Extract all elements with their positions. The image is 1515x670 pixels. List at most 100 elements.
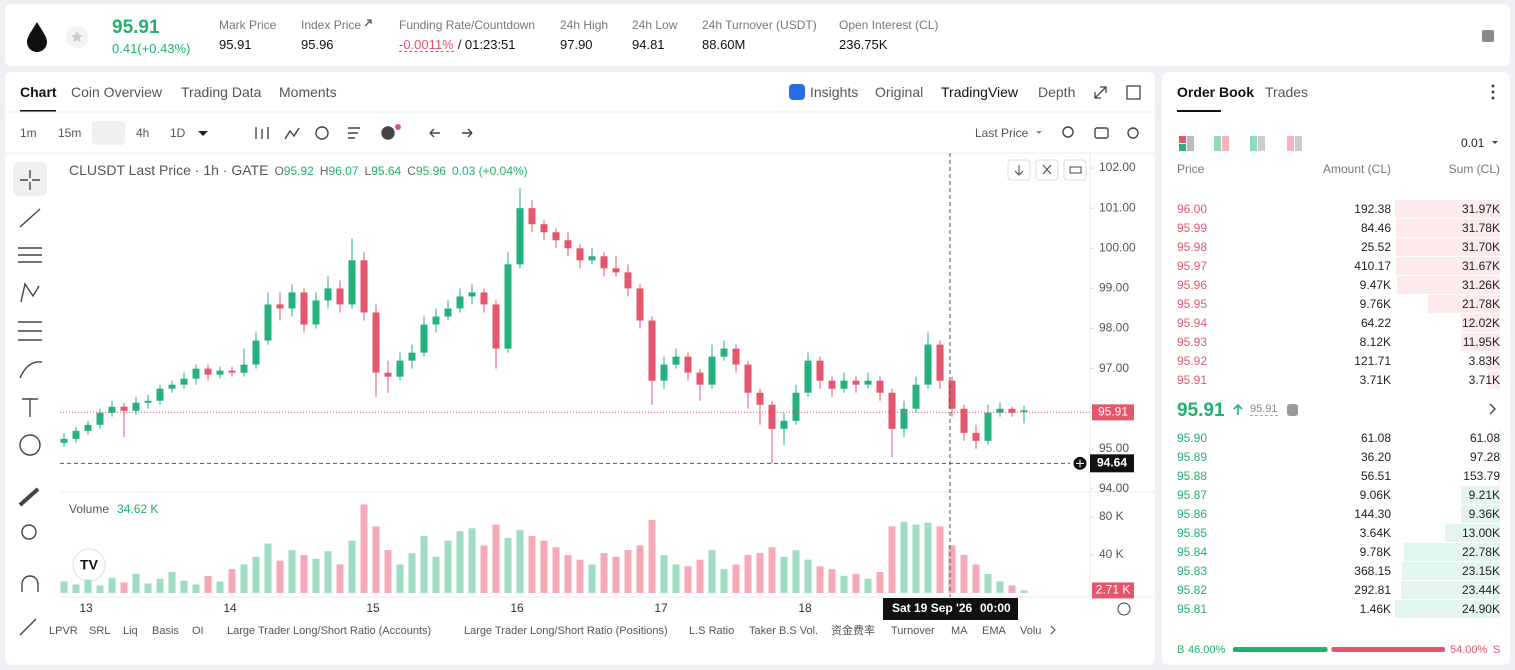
book-price[interactable]: 95.95	[1177, 297, 1208, 311]
book-sum: 22.78K	[1461, 545, 1500, 559]
book-sum: 31.26K	[1461, 278, 1500, 292]
stat-label: 24h Low	[632, 18, 678, 32]
view-tab[interactable]: Original	[875, 84, 924, 100]
indicator[interactable]: Basis	[152, 625, 179, 637]
stat-value-row: -0.0011%/ 01:23:51	[399, 38, 516, 52]
book-amount: 3.71K	[1359, 373, 1391, 387]
book-amount: 9.06K	[1359, 488, 1391, 502]
sell-letter: S	[1493, 644, 1501, 656]
stat-value: 94.81	[632, 37, 665, 52]
stat-value-row: 88.60M	[702, 38, 745, 51]
chart-tab[interactable]: Trading Data	[181, 84, 262, 100]
interval[interactable]: 1D	[170, 126, 186, 140]
book-amount: 368.15	[1354, 564, 1391, 578]
book-price[interactable]: 95.81	[1177, 602, 1208, 616]
interval[interactable]: 1h	[102, 126, 117, 140]
indicator[interactable]: Turnover	[891, 625, 935, 637]
book-price[interactable]: 95.88	[1177, 469, 1208, 483]
indicator[interactable]: SRL	[89, 625, 111, 637]
legend-ohlc: L 95.64	[365, 165, 402, 177]
book-sum: 12.02K	[1461, 316, 1500, 330]
stat-value-row: 94.81	[632, 38, 665, 51]
book-price[interactable]: 95.89	[1177, 450, 1208, 464]
interval[interactable]: 4h	[136, 126, 150, 140]
view-tab[interactable]: TradingView	[941, 84, 1019, 100]
book-amount: 3.64K	[1359, 526, 1391, 540]
indicator[interactable]: MA	[951, 625, 968, 637]
book-price[interactable]: 95.96	[1177, 278, 1208, 292]
stat-value-row: 97.90	[560, 38, 593, 51]
legend-ohlc: O 95.92	[274, 165, 313, 177]
book-price[interactable]: 95.84	[1177, 545, 1208, 559]
indicator[interactable]: 资金费率	[831, 625, 875, 637]
interval[interactable]: 1m	[20, 126, 37, 140]
chart-legend: CLUSDT Last Price · 1h · GATE O 95.92 H 96.0…	[69, 163, 528, 177]
book-price[interactable]: 95.99	[1177, 221, 1208, 235]
book-price[interactable]: 95.91	[1177, 373, 1208, 387]
volume-legend: Volume 34.62 K	[69, 503, 158, 515]
book-price[interactable]: 95.94	[1177, 316, 1208, 330]
indicator[interactable]: Taker B.S Vol.	[749, 625, 819, 637]
ohlc-value: 95.96	[415, 164, 446, 178]
book-amount: 61.08	[1360, 431, 1391, 445]
volume-label: Volume	[69, 502, 110, 516]
col-sum: Sum (CL)	[1448, 162, 1500, 176]
stat-value: 236.75K	[839, 37, 888, 52]
col-price: Price	[1177, 162, 1205, 176]
book-amount: 292.81	[1354, 583, 1391, 597]
indicator[interactable]: Volu	[1020, 625, 1042, 637]
book-price[interactable]: 95.83	[1177, 564, 1208, 578]
indicator[interactable]: Large Trader Long/Short Ratio (Positions…	[464, 625, 668, 637]
book-amount: 410.17	[1354, 259, 1391, 273]
book-last: 95.91	[1177, 400, 1225, 421]
depth-bar	[1460, 333, 1500, 351]
book-sum: 61.08	[1469, 431, 1500, 445]
book-amount: 64.22	[1360, 316, 1391, 330]
interval[interactable]: 15m	[58, 126, 82, 140]
depth-bar	[1428, 295, 1500, 313]
buy-letter: B	[1177, 644, 1185, 656]
depth-bar	[1403, 543, 1500, 561]
volume-current: 34.62 K	[117, 502, 159, 516]
book-amount: 25.52	[1360, 240, 1391, 254]
book-price[interactable]: 95.98	[1177, 240, 1208, 254]
stat-value: 95.96	[301, 37, 334, 52]
stat-value-row: 236.75K	[839, 38, 887, 51]
depth-bar	[1395, 200, 1500, 218]
book-price[interactable]: 95.86	[1177, 507, 1208, 521]
stat-label: Open Interest (CL)	[839, 18, 939, 32]
view-tab[interactable]: Insights	[810, 84, 859, 100]
indicator[interactable]: OI	[192, 625, 204, 637]
price-source[interactable]: Last Price	[975, 126, 1029, 140]
stat-value: 97.90	[560, 37, 593, 52]
book-price[interactable]: 95.82	[1177, 583, 1208, 597]
depth-bar	[1487, 352, 1500, 370]
book-price[interactable]: 95.93	[1177, 335, 1208, 349]
chart-tab[interactable]: Chart	[20, 84, 57, 100]
indicator[interactable]: Liq	[123, 625, 138, 637]
book-tab[interactable]: Order Book	[1177, 84, 1255, 100]
book-price[interactable]: 95.97	[1177, 259, 1208, 273]
book-price[interactable]: 96.00	[1177, 202, 1208, 216]
indicator[interactable]: Large Trader Long/Short Ratio (Accounts)	[227, 625, 432, 637]
stat-label: 24h Turnover (USDT)	[702, 18, 817, 32]
book-amount: 8.12K	[1359, 335, 1391, 349]
book-sum: 21.78K	[1461, 297, 1500, 311]
book-price[interactable]: 95.92	[1177, 354, 1208, 368]
view-tab[interactable]: Depth	[1038, 84, 1076, 100]
indicator[interactable]: L.S Ratio	[689, 625, 735, 637]
chart-tab[interactable]: Coin Overview	[71, 84, 163, 100]
indicator[interactable]: LPVR	[49, 625, 78, 637]
chart-tab[interactable]: Moments	[279, 84, 337, 100]
ohlc-value: 96.07	[328, 164, 359, 178]
depth-bar	[1487, 371, 1500, 389]
book-amount: 84.46	[1360, 221, 1391, 235]
legend-ohlc: H 96.07	[320, 165, 359, 177]
indicator[interactable]: EMA	[982, 625, 1006, 637]
book-price[interactable]: 95.85	[1177, 526, 1208, 540]
book-price[interactable]: 95.87	[1177, 488, 1208, 502]
book-tab[interactable]: Trades	[1265, 84, 1309, 100]
precision[interactable]: 0.01	[1461, 136, 1485, 150]
stat-extra: / 01:23:51	[457, 37, 516, 52]
book-price[interactable]: 95.90	[1177, 431, 1208, 445]
